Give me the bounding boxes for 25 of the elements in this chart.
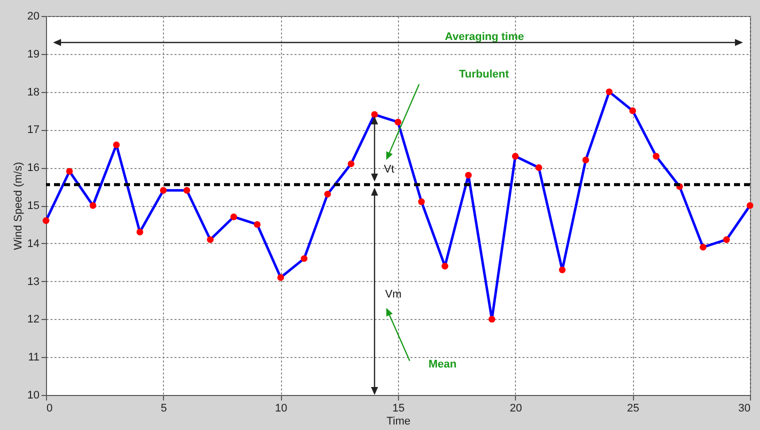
annotation: Vm [385,288,402,301]
y-tick-label: 18 [27,86,40,98]
x-tick-label: 0 [46,402,53,414]
x-tick-label: 30 [738,402,750,414]
y-tick-label: 10 [27,390,40,402]
x-axis-title: Time [386,416,411,428]
x-tick-label: 10 [275,402,288,414]
y-tick-label: 11 [28,352,40,364]
y-tick-label: 17 [27,124,40,136]
y-axis-title: Wind Speed (m/s) [12,162,24,250]
x-tick-label: 15 [392,402,405,414]
annotation: Averaging time [444,30,524,43]
annotation: Vt [384,163,394,176]
y-tick-label: 12 [27,314,40,326]
x-tick-label: 25 [627,402,640,414]
y-tick-label: 13 [27,276,40,288]
y-tick-label: 20 [27,10,40,22]
y-tick-label: 19 [27,48,40,60]
y-tick-label: 15 [27,200,40,212]
annotation: Mean [428,358,457,371]
y-tick-label: 14 [27,238,40,250]
annotation: Turbulent [459,68,510,81]
y-tick-label: 16 [27,162,40,174]
x-tick-label: 5 [160,402,167,414]
x-tick-label: 20 [510,402,522,414]
